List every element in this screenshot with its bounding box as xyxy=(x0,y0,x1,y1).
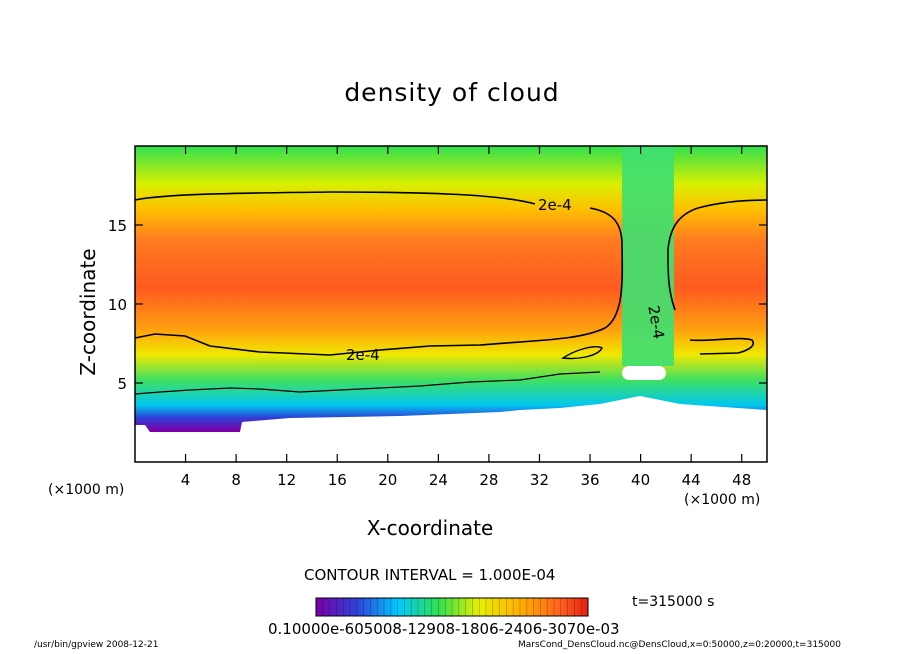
x-tick-label: 32 xyxy=(530,471,549,489)
contour-interval: CONTOUR INTERVAL = 1.000E-04 xyxy=(304,566,556,584)
x-tick-label: 28 xyxy=(479,471,498,489)
time-label: t=315000 s xyxy=(632,594,715,610)
contour-line-lower xyxy=(134,371,601,395)
cloud-free-pocket xyxy=(622,366,666,380)
x-axis-title: X-coordinate xyxy=(366,516,494,540)
x-tick-label: 12 xyxy=(277,471,296,489)
y-tick-label: 5 xyxy=(117,375,127,393)
x-tick-label: 16 xyxy=(328,471,347,489)
colorbar-labels: 0.10000e-605008-12908-1806-2406-3070e-03 xyxy=(268,620,620,638)
y-ticks: 5 10 15 xyxy=(108,217,767,393)
x-unit-label: (×1000 m) xyxy=(48,482,125,498)
cloud-free-region xyxy=(135,396,767,462)
footer-command: /usr/bin/gpview 2008-12-21 xyxy=(34,640,159,650)
x-tick-label: 24 xyxy=(429,471,448,489)
contour-line-right xyxy=(667,199,768,355)
x-tick-label: 40 xyxy=(631,471,650,489)
contour-label: 2e-4 xyxy=(346,346,380,364)
y-axis-title: Z-coordinate xyxy=(76,248,100,376)
clear-gap xyxy=(622,146,674,366)
y-tick-label: 15 xyxy=(108,217,127,235)
y-tick-label: 10 xyxy=(108,296,127,314)
x-unit-label-right: (×1000 m) xyxy=(684,492,761,508)
footer-source: MarsCond_DensCloud.nc@DensCloud,x=0:5000… xyxy=(518,640,841,650)
contour-line-top xyxy=(134,191,624,356)
x-tick-label: 8 xyxy=(231,471,241,489)
x-tick-label: 20 xyxy=(378,471,397,489)
x-tick-label: 4 xyxy=(181,471,191,489)
chart-title: density of cloud xyxy=(344,78,560,107)
colorbar xyxy=(315,597,589,617)
contour-loop xyxy=(561,346,603,360)
x-tick-label: 36 xyxy=(580,471,599,489)
contour-label: 2e-4 xyxy=(538,196,572,214)
x-tick-label: 48 xyxy=(732,471,751,489)
x-tick-label: 44 xyxy=(682,471,701,489)
x-ticks: 4 8 12 16 20 24 28 32 36 40 44 48 xyxy=(181,146,751,489)
